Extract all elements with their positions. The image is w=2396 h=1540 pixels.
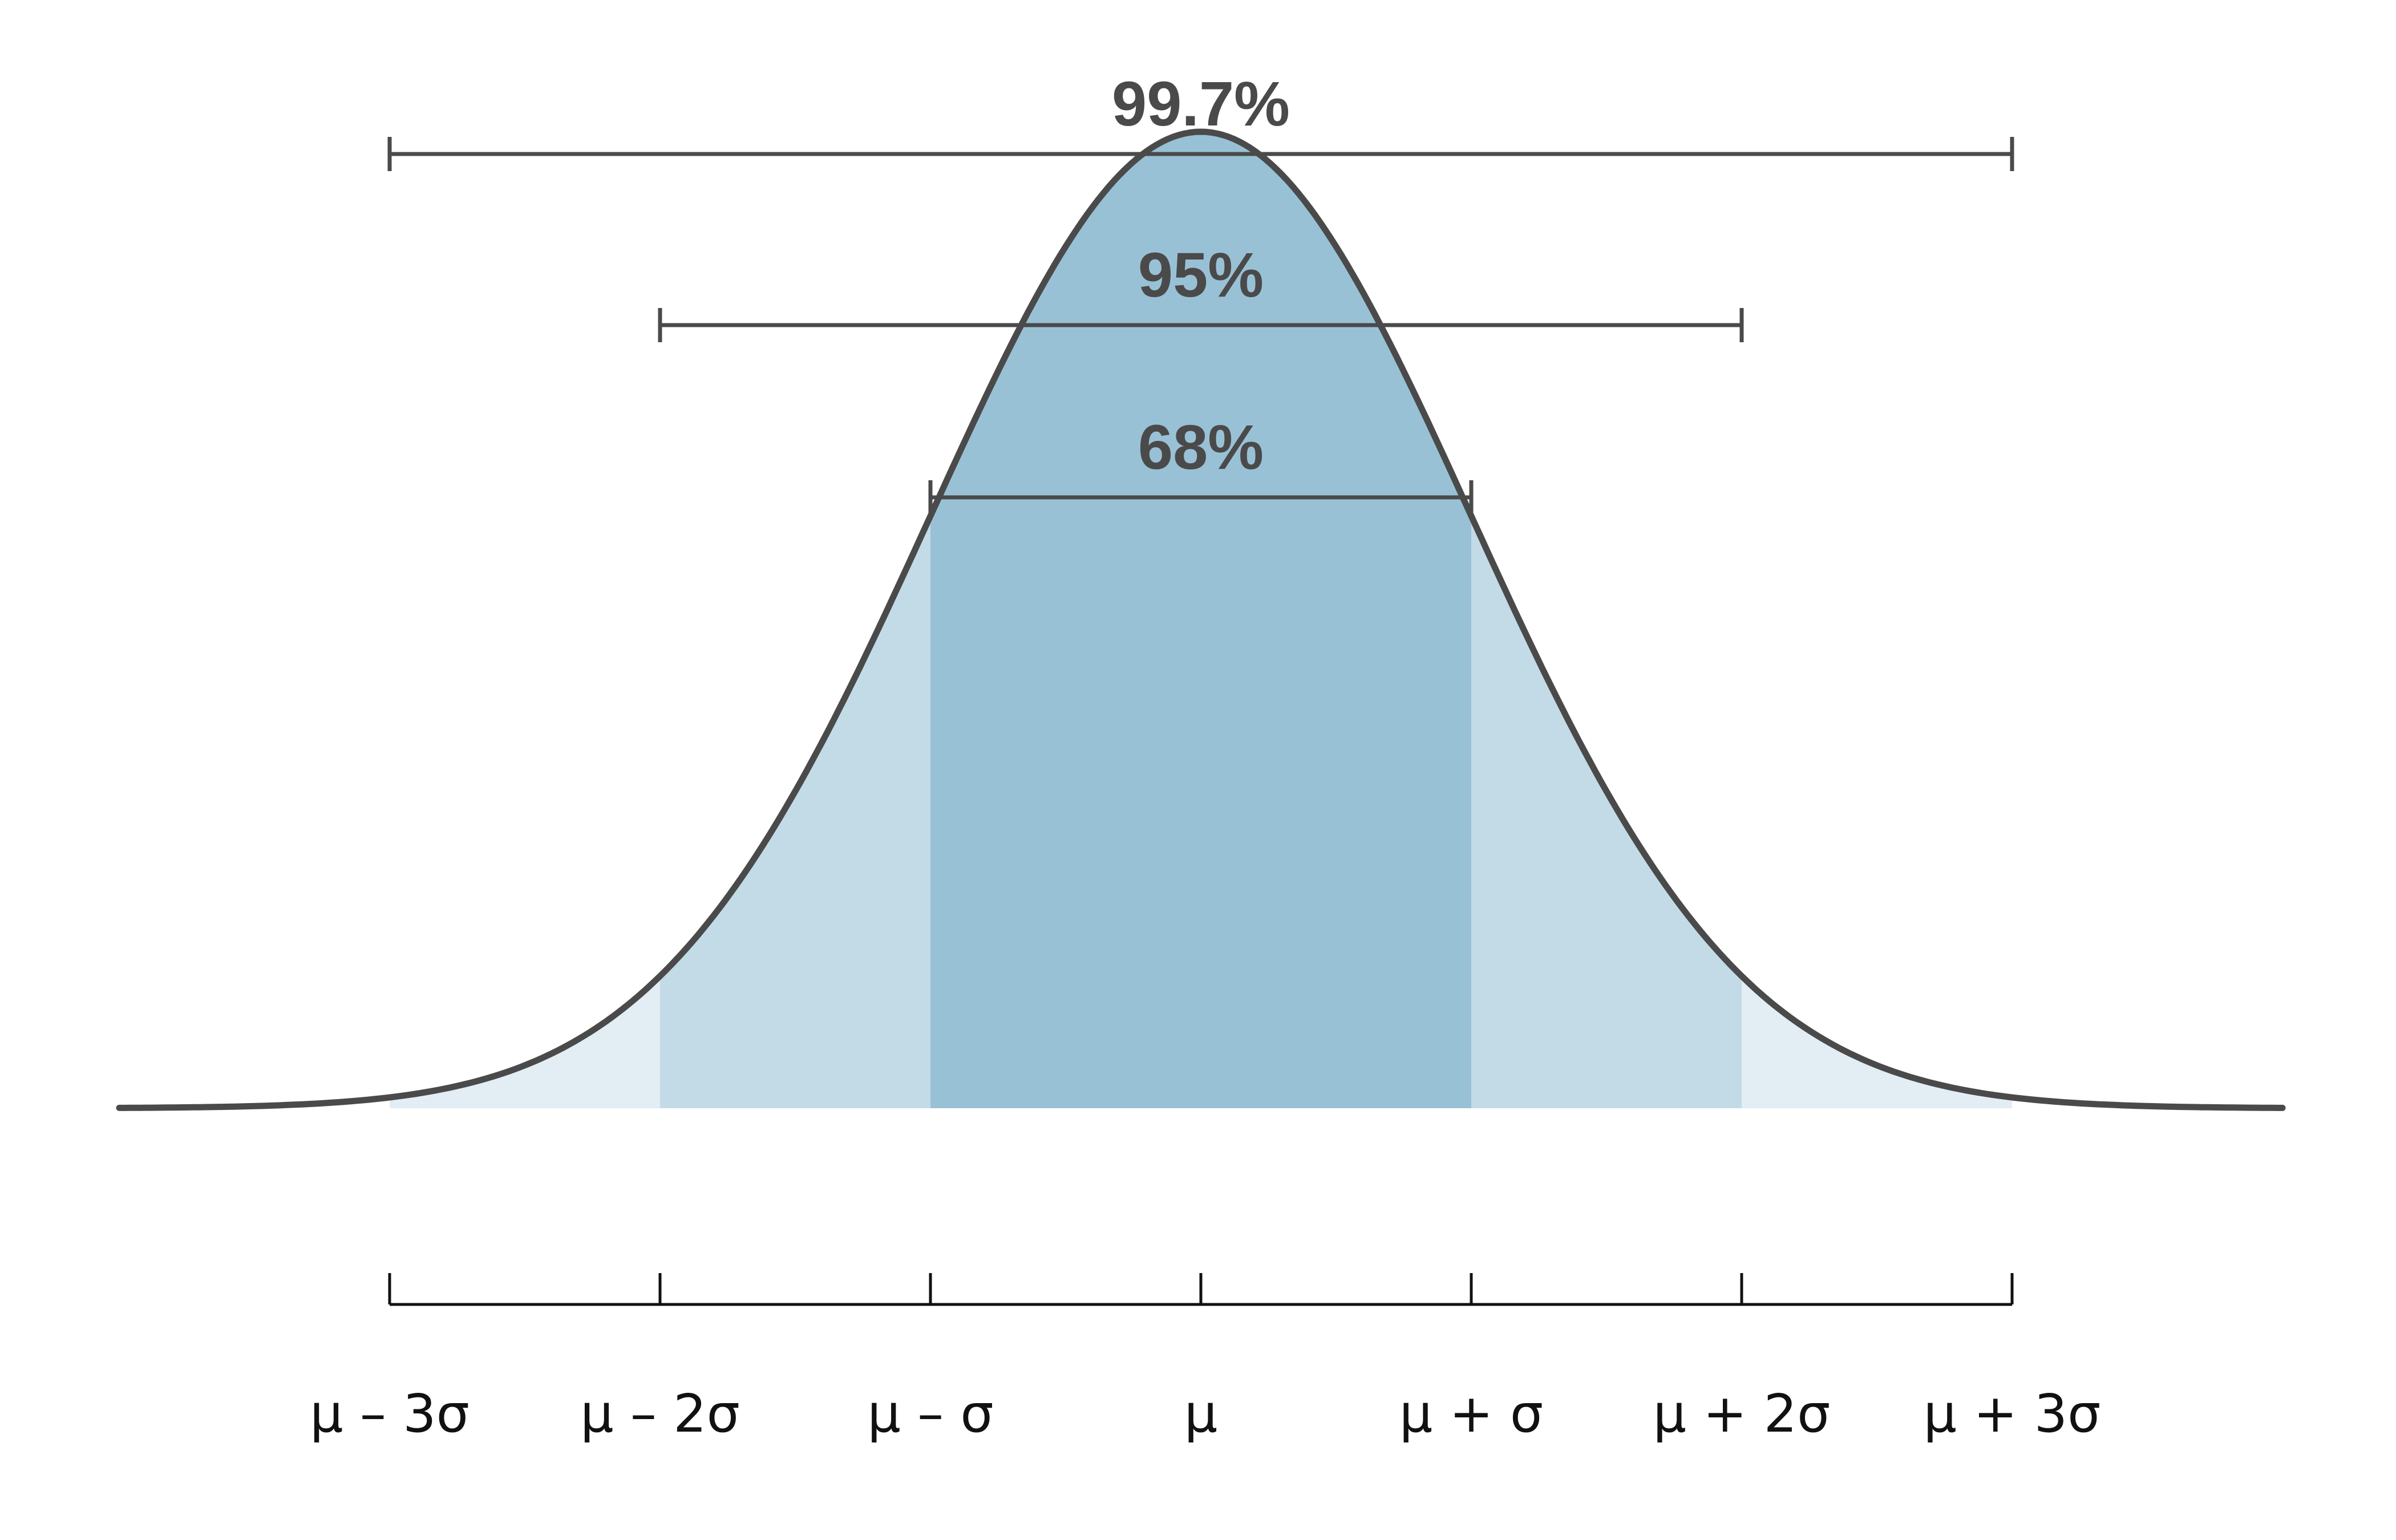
interval-label-1sigma: 68% [1138,412,1264,483]
tick-label: μ + 3σ [1924,1383,2101,1444]
x-axis: μ – 3σ μ – 2σ μ – σ μ μ + σ μ + 2σ μ + 3σ [310,1273,2100,1444]
bracket-2sigma [658,308,1744,342]
bell-curve [116,128,2286,1111]
interval-labels: 99.7% 95% 68% [1112,69,1290,483]
bracket-1sigma [928,480,1474,514]
band-left-3sigma [390,976,660,1108]
interval-brackets [387,137,2014,514]
bracket-3sigma [387,137,2014,171]
tick-label: μ + 2σ [1653,1383,1831,1444]
tick-label: μ [1184,1383,1218,1444]
tick-label: μ – 2σ [580,1383,740,1444]
tick-label: μ + σ [1399,1383,1543,1444]
band-center-1sigma [930,132,1471,1108]
tick-label: μ – 3σ [310,1383,470,1444]
band-right-3sigma [1742,976,2012,1108]
interval-label-3sigma: 99.7% [1112,69,1290,139]
tick-label: μ – σ [867,1383,993,1444]
interval-label-2sigma: 95% [1138,240,1264,310]
